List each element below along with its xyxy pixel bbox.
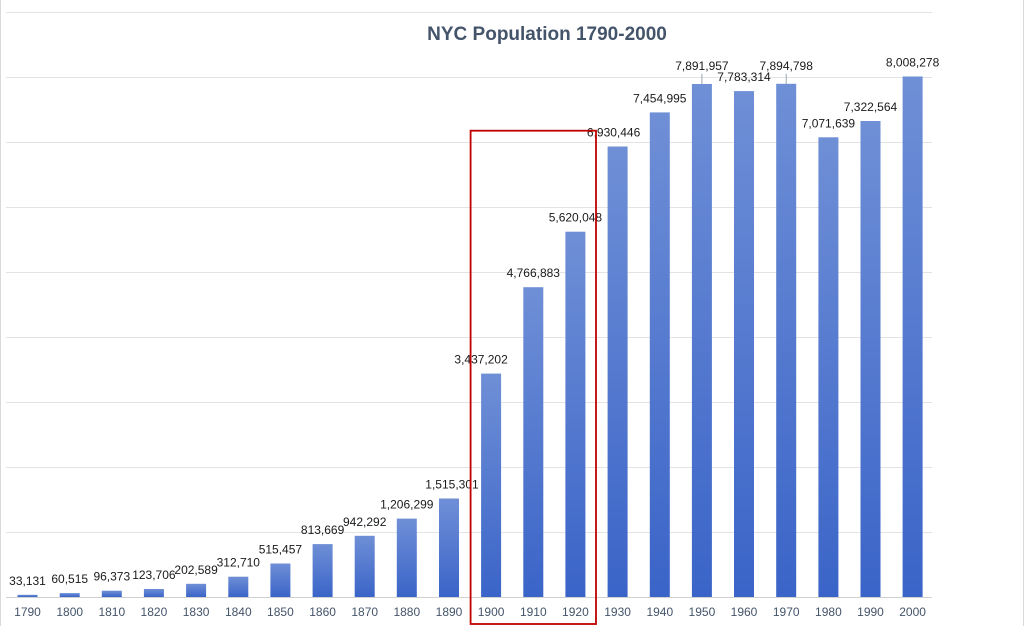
bar-1940: [649, 112, 670, 598]
data-label-1800: 60,515: [51, 572, 88, 586]
x-tick-label-1800: 1800: [56, 605, 83, 619]
x-tick-label-1790: 1790: [14, 605, 41, 619]
bar-1920: [565, 231, 586, 597]
data-label-1980: 7,071,639: [802, 116, 856, 130]
data-label-1860: 813,669: [301, 523, 345, 537]
bar-1890: [439, 498, 459, 597]
x-tick-label-1930: 1930: [604, 605, 631, 619]
data-label-1910: 4,766,883: [507, 266, 561, 280]
bar-1910: [523, 287, 544, 597]
data-label-1880: 1,206,299: [380, 498, 434, 512]
data-labels: 33,131 60,515 96,373 123,706202,589312,7105…: [9, 56, 939, 588]
highlight-box: [469, 129, 597, 625]
bar-1960: [734, 91, 754, 597]
bar-1850: [270, 563, 291, 597]
data-label-1970: 7,894,798: [760, 59, 814, 73]
x-tick-label-1990: 1990: [857, 605, 884, 619]
bar-1970: [776, 83, 797, 598]
x-tick-label-1940: 1940: [646, 605, 673, 619]
bar-1870: [354, 535, 375, 597]
bar-1860: [312, 544, 333, 597]
bar-1930: [607, 146, 628, 597]
x-tick-label-1920: 1920: [562, 605, 589, 619]
data-label-1940: 7,454,995: [633, 91, 687, 105]
bar-1840: [228, 576, 249, 597]
x-tick-label-1880: 1880: [393, 605, 420, 619]
x-tick-label-1980: 1980: [815, 605, 842, 619]
bar-1810: [101, 590, 122, 597]
x-tick-label-2000: 2000: [899, 605, 926, 619]
data-label-2000: 8,008,278: [886, 56, 940, 70]
bar-1800: [59, 593, 80, 597]
data-label-1930: 6,930,446: [587, 126, 641, 140]
x-tick-label-1810: 1810: [98, 605, 125, 619]
x-tick-labels: 1790 1800 1810 1820 1830 1840 1850 1860 1870 1880…: [14, 605, 926, 619]
x-tick-label-1950: 1950: [689, 605, 716, 619]
x-tick-label-1830: 1830: [183, 605, 210, 619]
x-tick-label-1860: 1860: [309, 605, 336, 619]
data-label-1830: 202,589: [174, 563, 218, 577]
x-tick-label-1870: 1870: [351, 605, 378, 619]
x-tick-label-1820: 1820: [141, 605, 168, 619]
data-label-1960: 7,783,314: [717, 70, 771, 84]
chart-title: NYC Population 1790-2000: [427, 24, 667, 45]
data-label-1790: 33,131: [9, 574, 46, 588]
x-tick-label-1910: 1910: [520, 605, 547, 619]
bar-1990: [860, 121, 881, 597]
data-label-1870: 942,292: [343, 515, 387, 529]
bar-1950: [691, 84, 712, 597]
bar-2000: [902, 76, 923, 597]
data-label-1900: 3,437,202: [454, 353, 508, 367]
bar-1790: [17, 594, 38, 597]
data-label-1810: 96,373: [93, 570, 130, 584]
highlight: [469, 129, 597, 625]
data-label-1990: 7,322,564: [844, 100, 898, 114]
data-label-1840: 312,710: [217, 556, 261, 570]
data-label-1820: 123,706: [132, 568, 176, 582]
bar-1880: [396, 518, 417, 597]
bar-1900: [481, 373, 502, 597]
bar-1820: [143, 589, 164, 597]
bar-1830: [186, 583, 207, 597]
x-tick-label-1900: 1900: [478, 605, 505, 619]
x-tick-label-1970: 1970: [773, 605, 800, 619]
data-label-1950: 7,891,957: [675, 59, 729, 73]
data-label-1890: 1,515,301: [425, 478, 479, 492]
x-tick-label-1890: 1890: [436, 605, 463, 619]
x-tick-label-1840: 1840: [225, 605, 252, 619]
bars: [17, 76, 923, 598]
data-label-1920: 5,620,048: [549, 211, 603, 225]
bar-1980: [818, 137, 839, 598]
data-label-1850: 515,457: [259, 543, 303, 557]
x-tick-label-1850: 1850: [267, 605, 294, 619]
x-tick-label-1960: 1960: [731, 605, 758, 619]
